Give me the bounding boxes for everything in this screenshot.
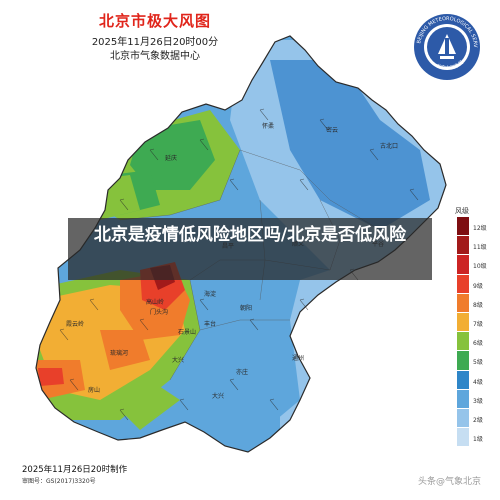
legend-label-4: 4级 [473,379,483,386]
legend-label-10: 10级 [473,263,487,270]
legend-swatch-2 [457,408,469,429]
legend-label-3: 3级 [473,398,483,405]
district-label-gubeikou: 古北口 [380,142,398,150]
legend-swatch-9 [457,274,469,294]
map-subtitle-org: 北京市气象数据中心 [110,51,200,62]
legend-swatch-3 [457,389,469,409]
map-subtitle-time: 2025年11月26日20时00分 [91,37,219,48]
legend-swatch-7 [457,312,469,333]
district-label-fengtai: 丰台 [204,320,216,328]
district-label-shijingshan: 石景山 [178,328,196,336]
legend-label-11: 11级 [473,244,487,251]
district-label-xiayunling: 霞云岭 [66,320,84,328]
headline-text: 北京是疫情低风险地区吗/北京是否低风险 [93,225,407,245]
wind-scale-legend: 12级 11级 10级 9级 8级 7级 6级 5级 4级 3级 2级 1级 [457,217,487,448]
district-label-haidian: 海淀 [204,290,216,298]
legend-label-1: 1级 [473,436,483,443]
district-label-miyun: 密云 [326,126,338,134]
district-label-fangshan: 房山 [88,386,100,394]
legend-swatch-10 [457,255,469,275]
legend-swatch-6 [457,332,469,352]
legend-swatch-5 [457,351,469,371]
district-label-yizhuang: 亦庄 [236,368,248,376]
beijing-meteorological-logo: BEIJING METEOROLOGICAL SERVICE 北京市气象局 [412,12,480,80]
district-label-daxing-south: 大兴 [172,356,184,364]
district-label-huairou: 怀柔 [262,122,274,130]
district-label-gaoshan: 高山岭 [146,298,164,306]
legend-label-2: 2级 [473,417,483,424]
legend-label-6: 6级 [473,340,483,347]
legend-swatch-4 [457,370,469,390]
district-label-yanqing: 延庆 [165,154,177,162]
legend-title: 风级 [455,207,469,215]
district-label-chaoyang: 朝阳 [240,304,252,312]
district-label-liulihe: 琉璃河 [110,349,128,357]
legend-label-5: 5级 [473,359,483,366]
district-label-daxing: 大兴 [212,392,224,400]
legend-swatch-8 [457,293,469,313]
legend-swatch-12 [457,217,469,237]
watermark: 头条@气象北京 [418,477,482,487]
headline-overlay [68,218,432,280]
district-label-tongzhou: 通州 [292,354,304,362]
legend-swatch-11 [457,236,469,256]
legend-label-9: 9级 [473,283,483,290]
district-label-mentougou: 门头沟 [150,308,168,316]
legend-label-12: 12级 [473,225,487,232]
approval-number: 审图号：GS(2017)3320号 [22,478,96,485]
legend-label-8: 8级 [473,302,483,309]
map-title: 北京市极大风图 [98,12,211,30]
made-time: 2025年11月26日20时制作 [22,465,128,475]
legend-label-7: 7级 [473,321,483,328]
legend-swatch-1 [457,428,469,448]
